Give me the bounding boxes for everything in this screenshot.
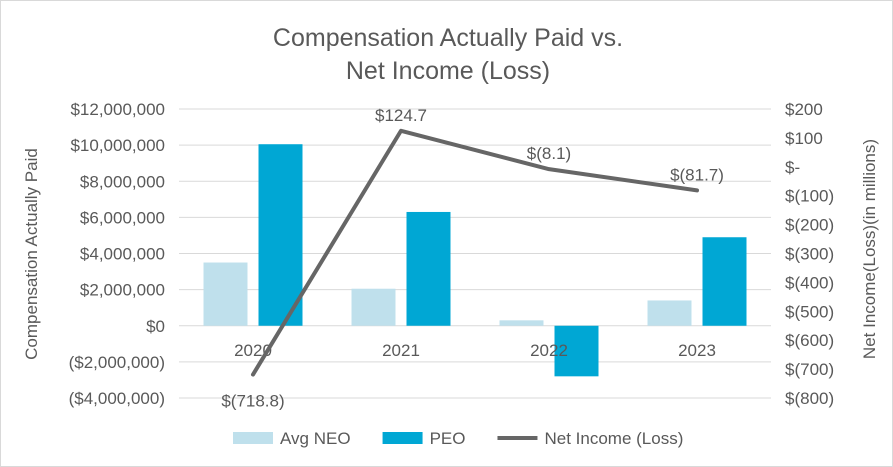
left-axis-title: Compensation Actually Paid	[22, 148, 41, 360]
net-income-data-label-2022: $(8.1)	[527, 144, 571, 163]
legend-swatch-peo	[382, 432, 423, 444]
bar-avg-neo-2022	[499, 320, 544, 326]
left-tick-label-2: $8,000,000	[80, 172, 165, 191]
net-income-point-2023	[695, 188, 699, 192]
chart-title-line-2: Net Income (Loss)	[346, 57, 550, 85]
x-axis-tick-labels: 2020 2021 2022 2023	[234, 341, 716, 360]
net-income-data-label-2023: $(81.7)	[670, 165, 724, 184]
right-tick-label-8: $(600)	[785, 331, 834, 350]
x-tick-label-2022: 2022	[530, 341, 568, 360]
net-income-data-label-2021: $124.7	[375, 106, 427, 125]
left-axis-ticks: $12,000,000 $10,000,000 $8,000,000 $6,000,0…	[69, 100, 165, 408]
line-series: $(718.8) $124.7 $(8.1) $(81.7)	[221, 106, 724, 411]
right-tick-label-3: $(100)	[785, 187, 834, 206]
bars	[203, 144, 747, 377]
x-tick-label-2021: 2021	[382, 341, 420, 360]
bar-avg-neo-2021	[351, 288, 396, 326]
right-axis-title: Net Income(Loss)(in millions)	[860, 139, 879, 359]
legend-label-net-income-loss-: Net Income (Loss)	[544, 429, 683, 448]
chart-title: Compensation Actually Paid vs. Net Incom…	[273, 24, 623, 85]
bar-avg-neo-2020	[203, 262, 248, 326]
net-income-line	[251, 128, 699, 377]
bar-peo-2023	[702, 237, 747, 326]
left-tick-label-7: ($2,000,000)	[69, 353, 165, 372]
legend-swatch-avg-neo	[233, 432, 273, 444]
net-income-point-2021	[399, 129, 403, 133]
left-tick-label-1: $10,000,000	[70, 136, 165, 155]
left-tick-label-6: $0	[146, 317, 165, 336]
right-tick-label-7: $(500)	[785, 302, 834, 321]
left-tick-label-4: $4,000,000	[80, 245, 165, 264]
right-tick-label-1: $100	[785, 129, 823, 148]
right-tick-label-0: $200	[785, 100, 823, 119]
bar-peo-2022	[554, 325, 599, 377]
chart-title-line-1: Compensation Actually Paid vs.	[273, 24, 623, 52]
x-tick-label-2020: 2020	[234, 341, 272, 360]
right-tick-label-2: $-	[785, 158, 800, 177]
right-tick-label-4: $(200)	[785, 216, 834, 235]
left-tick-label-3: $6,000,000	[80, 208, 165, 227]
right-tick-label-6: $(400)	[785, 273, 834, 292]
net-income-point-2020	[251, 373, 255, 377]
left-tick-label-8: ($4,000,000)	[69, 389, 165, 408]
bar-peo-2020	[258, 144, 303, 326]
bar-avg-neo-2023	[647, 300, 692, 326]
left-tick-label-0: $12,000,000	[70, 100, 165, 119]
bar-peo-2021	[406, 211, 451, 326]
legend-label-avg-neo: Avg NEO	[280, 429, 351, 448]
legend-label-peo: PEO	[430, 429, 466, 448]
left-tick-label-5: $2,000,000	[80, 281, 165, 300]
right-tick-label-10: $(800)	[785, 389, 834, 408]
net-income-point-2022	[547, 167, 551, 171]
net-income-data-label-2020: $(718.8)	[221, 392, 284, 411]
legend: Avg NEO PEO Net Income (Loss)	[233, 429, 683, 448]
right-tick-label-5: $(300)	[785, 245, 834, 264]
x-tick-label-2023: 2023	[678, 341, 716, 360]
right-tick-label-9: $(700)	[785, 360, 834, 379]
right-axis-ticks: $200 $100 $- $(100) $(200) $(300) $(400) $(500)…	[785, 100, 834, 408]
